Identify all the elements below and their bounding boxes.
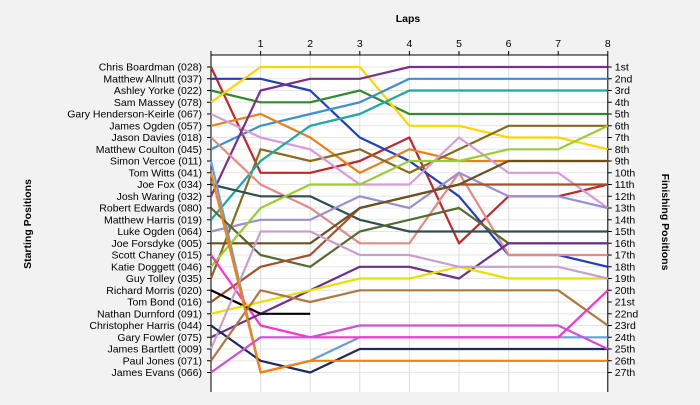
driver-label: Matthew Allnutt (037) <box>103 73 202 85</box>
finishing-position-label: 25th <box>615 344 636 356</box>
series-line-26 <box>209 172 608 374</box>
x-axis-title: Laps <box>396 13 421 25</box>
driver-label: Tom Bond (016) <box>127 297 202 309</box>
finishing-position-labels: 1st2nd3rd4th5th6th7th8th9th10th11th12th1… <box>615 62 639 380</box>
series-line-21 <box>210 289 311 315</box>
finishing-position-label: 6th <box>615 120 630 132</box>
lap-tick-label: 5 <box>456 38 462 50</box>
driver-label: Joe Forsdyke (005) <box>112 238 202 250</box>
finishing-position-label: 24th <box>615 332 636 344</box>
driver-label: James Evans (066) <box>112 367 202 379</box>
finishing-position-label: 3rd <box>615 85 630 97</box>
finishing-position-label: 2nd <box>615 73 633 85</box>
series-line-11 <box>210 136 608 257</box>
finishing-position-label: 20th <box>615 285 636 297</box>
finishing-position-label: 1st <box>615 62 629 74</box>
driver-label: Simon Vercoe (011) <box>110 156 202 168</box>
driver-label: Paul Jones (071) <box>123 355 202 367</box>
starting-position-labels: Chris Boardman (028)Matthew Allnutt (037… <box>67 62 202 380</box>
finishing-position-label: 8th <box>615 144 630 156</box>
lap-tick-label: 6 <box>506 38 512 50</box>
lap-tick-label: 7 <box>555 38 561 50</box>
lap-tick-label: 1 <box>258 38 264 50</box>
lap-tick-label: 3 <box>357 38 363 50</box>
finishing-position-label: 17th <box>615 250 636 262</box>
series-line-3 <box>210 89 608 116</box>
finishing-position-label: 21st <box>615 297 635 309</box>
series-line-13 <box>210 171 609 233</box>
driver-label: Richard Morris (020) <box>106 285 202 297</box>
series-line-12 <box>210 183 608 233</box>
driver-label: Scott Chaney (015) <box>112 250 202 262</box>
finishing-position-label: 12th <box>615 191 636 203</box>
series-lines <box>209 65 609 374</box>
finishing-position-label: 22nd <box>615 308 639 320</box>
driver-label: Gary Fowler (075) <box>117 332 202 344</box>
driver-label: Josh Waring (032) <box>117 191 202 203</box>
series-line-18 <box>210 124 609 268</box>
finishing-position-label: 4th <box>615 97 630 109</box>
driver-label: Sam Massey (078) <box>114 97 202 109</box>
finishing-position-label: 16th <box>615 238 636 250</box>
series-line-9 <box>210 89 608 221</box>
driver-label: Tom Witts (041) <box>128 167 202 179</box>
driver-label: Christopher Harris (044) <box>89 320 202 332</box>
series-line-4 <box>210 65 609 151</box>
finishing-position-label: 11th <box>615 179 635 191</box>
driver-label: Gary Henderson-Keirle (067) <box>67 109 202 121</box>
lap-tick-label: 2 <box>307 38 313 50</box>
series-line-10 <box>210 65 608 197</box>
finishing-position-label: 19th <box>615 273 636 285</box>
driver-label: Nathan Durnford (091) <box>97 308 202 320</box>
driver-label: James Ogden (057) <box>109 120 202 132</box>
series-line-17 <box>211 159 608 245</box>
series-line-24 <box>210 324 608 374</box>
series-line-20 <box>210 242 608 339</box>
finishing-position-label: 15th <box>615 226 636 238</box>
driver-label: Matthew Harris (019) <box>104 214 202 226</box>
driver-label: Jason Davies (018) <box>112 132 202 144</box>
driver-label: Chris Boardman (028) <box>99 62 202 74</box>
driver-label: James Bartlett (009) <box>107 344 202 356</box>
finishing-position-label: 5th <box>615 109 630 121</box>
driver-label: Robert Edwards (080) <box>99 203 202 215</box>
lap-tick-label: 4 <box>406 38 412 50</box>
finishing-position-label: 9th <box>615 156 630 168</box>
series-line-7 <box>209 124 608 279</box>
driver-label: Luke Ogden (064) <box>117 226 202 238</box>
series-line-8 <box>210 113 609 209</box>
series-line-22 <box>210 265 608 315</box>
driver-label: Guy Tolley (035) <box>126 273 202 285</box>
driver-label: Matthew Coulton (045) <box>96 144 202 156</box>
left-axis-title: Starting Positions <box>22 179 34 269</box>
finishing-position-label: 13th <box>615 203 636 215</box>
finishing-position-label: 14th <box>615 214 636 226</box>
finishing-position-label: 23rd <box>615 320 636 332</box>
driver-label: Joe Fox (034) <box>137 179 202 191</box>
finishing-position-label: 10th <box>615 167 636 179</box>
finishing-position-label: 27th <box>615 367 636 379</box>
finishing-position-label: 7th <box>615 132 630 144</box>
finishing-position-label: 26th <box>615 355 636 367</box>
finishing-position-label: 18th <box>615 261 636 273</box>
lap-tick-label: 8 <box>605 38 611 50</box>
driver-label: Ashley Yorke (022) <box>114 85 202 97</box>
series-line-25 <box>210 289 609 362</box>
lap-tick-labels: 1 2 3 4 5 6 7 8 <box>258 38 611 50</box>
series-line-19 <box>210 254 609 339</box>
driver-label: Katie Doggett (046) <box>111 261 202 273</box>
series-line-23 <box>209 230 609 350</box>
right-axis-title: Finishing Positions <box>659 174 671 271</box>
series-line-27 <box>210 324 609 374</box>
